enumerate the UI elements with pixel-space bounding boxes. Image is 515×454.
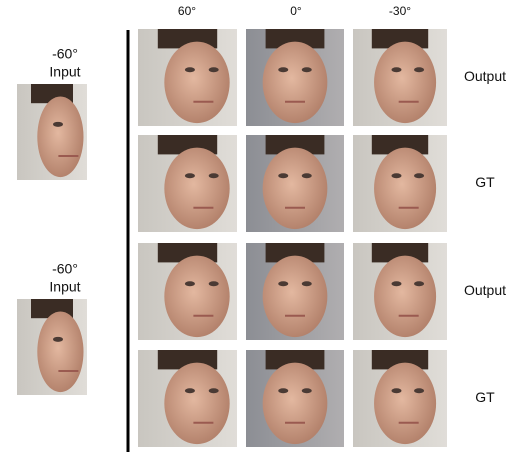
face-photo bbox=[246, 350, 344, 447]
eye bbox=[278, 67, 289, 73]
face bbox=[262, 255, 328, 338]
face bbox=[37, 96, 84, 178]
eye bbox=[414, 388, 425, 394]
face bbox=[164, 362, 230, 445]
eye bbox=[391, 173, 402, 179]
eye bbox=[278, 281, 289, 287]
eye bbox=[184, 173, 195, 179]
eye bbox=[391, 67, 402, 73]
eye bbox=[184, 281, 195, 287]
eye bbox=[414, 67, 425, 73]
face bbox=[262, 362, 328, 445]
face-photo bbox=[138, 243, 237, 340]
face-photo bbox=[353, 29, 447, 126]
eye bbox=[208, 281, 219, 287]
face-photo bbox=[353, 350, 447, 447]
face-photo bbox=[138, 350, 237, 447]
face bbox=[374, 147, 437, 230]
row-label: GT bbox=[475, 389, 495, 405]
eye bbox=[301, 67, 312, 73]
face bbox=[164, 147, 230, 230]
eye bbox=[208, 67, 219, 73]
row-label: GT bbox=[475, 174, 495, 190]
eye bbox=[208, 388, 219, 394]
column-header: -30° bbox=[389, 4, 411, 18]
face-photo bbox=[353, 243, 447, 340]
input-label: Input bbox=[49, 64, 80, 80]
eye bbox=[391, 281, 402, 287]
eye bbox=[301, 281, 312, 287]
hair bbox=[265, 135, 325, 155]
face-photo bbox=[138, 29, 237, 126]
row-label: Output bbox=[464, 68, 506, 84]
row-label: Output bbox=[464, 282, 506, 298]
column-header: 0° bbox=[290, 4, 302, 18]
layout: 60° 0° -30° Output GT Output GT -60° Input -60° In… bbox=[17, 4, 506, 447]
input-angle: -60° bbox=[52, 261, 78, 277]
eye bbox=[414, 281, 425, 287]
eye bbox=[301, 388, 312, 394]
face bbox=[37, 311, 84, 393]
face bbox=[164, 255, 230, 338]
input-angle: -60° bbox=[52, 46, 78, 62]
eye bbox=[208, 173, 219, 179]
eye bbox=[184, 388, 195, 394]
face-photo bbox=[246, 243, 344, 340]
face-photo bbox=[246, 29, 344, 126]
eye bbox=[391, 388, 402, 394]
column-header: 60° bbox=[178, 4, 196, 18]
face bbox=[374, 362, 437, 445]
eye bbox=[53, 121, 63, 127]
eye bbox=[414, 173, 425, 179]
face bbox=[164, 41, 230, 124]
input-label: Input bbox=[49, 279, 80, 295]
face-photo bbox=[138, 135, 237, 232]
face bbox=[262, 147, 328, 230]
face-photo bbox=[17, 84, 87, 180]
eye bbox=[301, 173, 312, 179]
eye bbox=[184, 67, 195, 73]
face bbox=[262, 41, 328, 124]
face-photo bbox=[246, 135, 344, 232]
face bbox=[374, 255, 437, 338]
eye bbox=[278, 388, 289, 394]
hair bbox=[265, 243, 325, 263]
face-photo bbox=[353, 135, 447, 232]
eye bbox=[278, 173, 289, 179]
face-photo bbox=[17, 299, 87, 395]
hair bbox=[265, 29, 325, 49]
hair bbox=[265, 350, 325, 370]
eye bbox=[53, 336, 63, 342]
face bbox=[374, 41, 437, 124]
